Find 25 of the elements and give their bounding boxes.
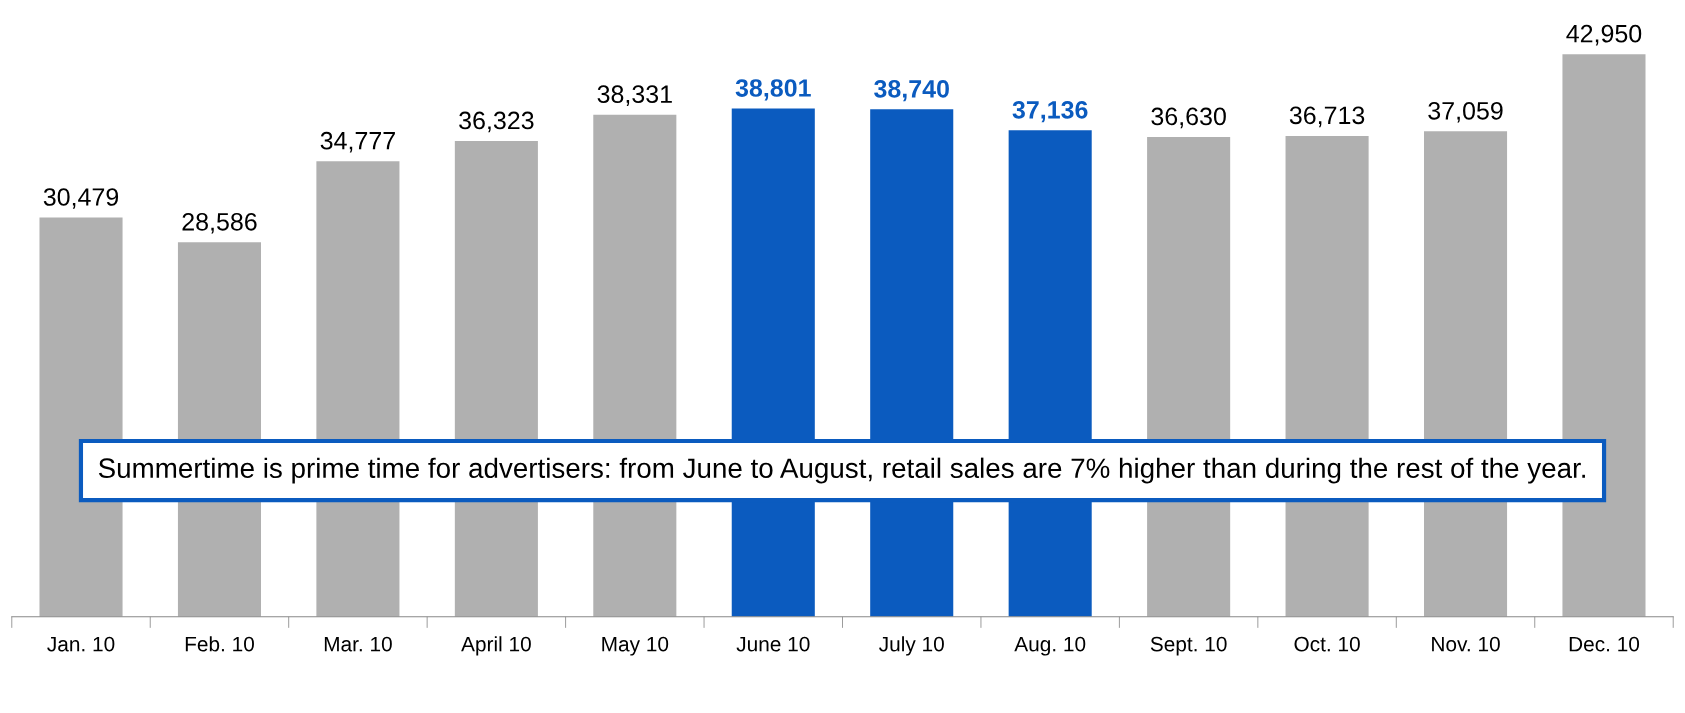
data-label: 36,323 [459,111,534,133]
x-tick-label: Aug. 10 [1014,636,1086,656]
data-label: 28,586 [182,212,257,234]
x-tick-label: June 10 [736,636,810,652]
data-label: 30,479 [43,188,119,209]
x-tick-label: July 10 [879,636,944,656]
data-label: 38,801 [735,79,811,101]
data-label: 36,713 [1289,106,1365,128]
annotation: Summertime is prime time for advertisers: from June to August, retail sales are 7% higher than during the rest of the year. [98,457,1585,484]
x-tick-label: Oct. 10 [1294,636,1360,652]
data-label: 42,950 [1566,24,1642,46]
x-tick-label: Feb. 10 [185,636,254,652]
data-label: 34,777 [320,131,395,153]
data-label: 37,059 [1428,101,1503,123]
x-tick-label: Mar. 10 [324,636,392,652]
data-label: 36,630 [1151,107,1226,129]
x-tick-label: Jan. 10 [47,636,115,652]
data-label: 38,331 [597,85,672,106]
x-tick-label: April 10 [461,636,531,656]
x-tick-label: Nov. 10 [1432,636,1500,652]
x-tick-label: May 10 [602,636,669,656]
data-label: 38,740 [874,79,949,102]
x-tick-label: Dec. 10 [1569,636,1640,652]
x-tick-label: Sept. 10 [1150,636,1227,656]
data-label: 37,136 [1012,100,1088,123]
